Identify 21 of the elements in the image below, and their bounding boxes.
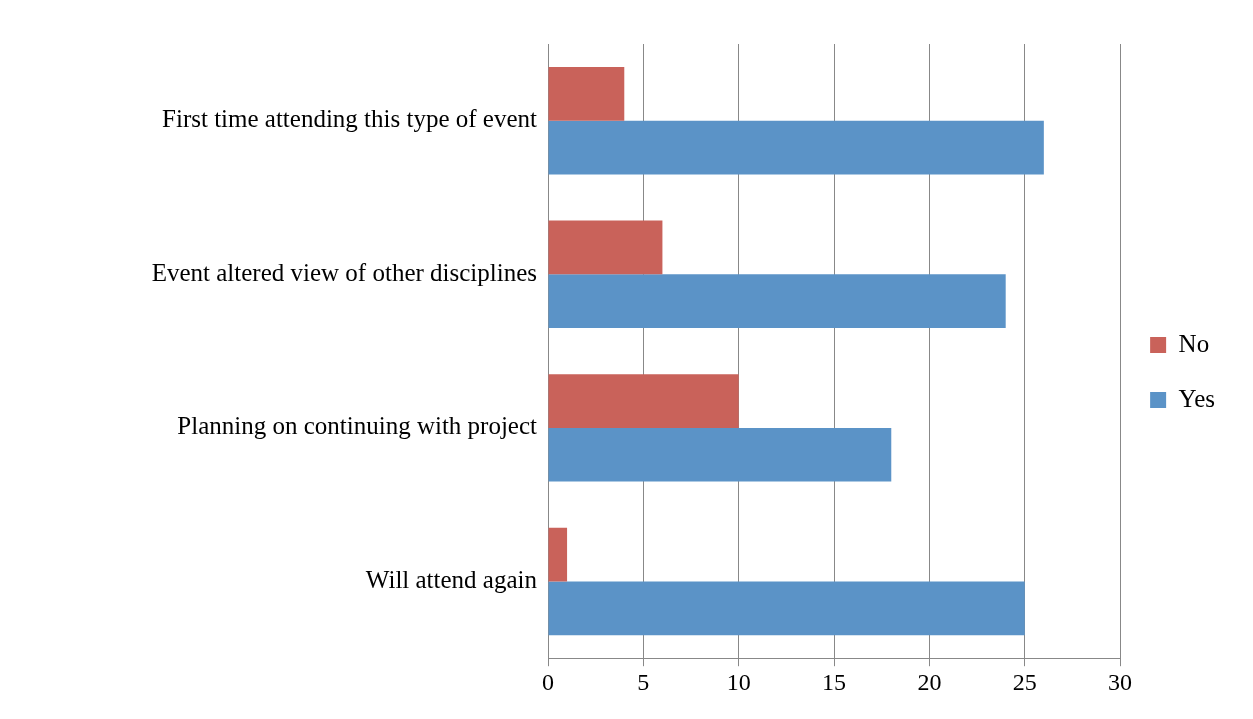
x-tick-label: 15 — [822, 668, 847, 695]
bar — [548, 427, 892, 482]
bar — [548, 374, 739, 428]
bar — [548, 527, 568, 582]
x-tick-label: 20 — [917, 668, 942, 695]
bar — [548, 274, 1006, 329]
bar — [548, 120, 1044, 175]
bar — [548, 220, 663, 275]
legend-label: Yes — [1178, 384, 1216, 412]
y-tick-label: First time attending this type of event — [162, 105, 538, 133]
x-tick-label: 25 — [1012, 668, 1037, 695]
x-tick-label: 10 — [726, 668, 751, 695]
bar — [548, 67, 625, 121]
x-tick-label: 5 — [637, 668, 650, 695]
x-tick-label: 30 — [1108, 668, 1133, 695]
y-tick-label: Event altered view of other disciplines — [151, 258, 537, 286]
legend-label: No — [1178, 329, 1210, 357]
x-tick-label: 0 — [542, 668, 554, 695]
bar — [548, 581, 1025, 636]
y-tick-label: Will attend again — [365, 565, 538, 593]
y-tick-label: Planning on continuing with project — [177, 412, 538, 440]
